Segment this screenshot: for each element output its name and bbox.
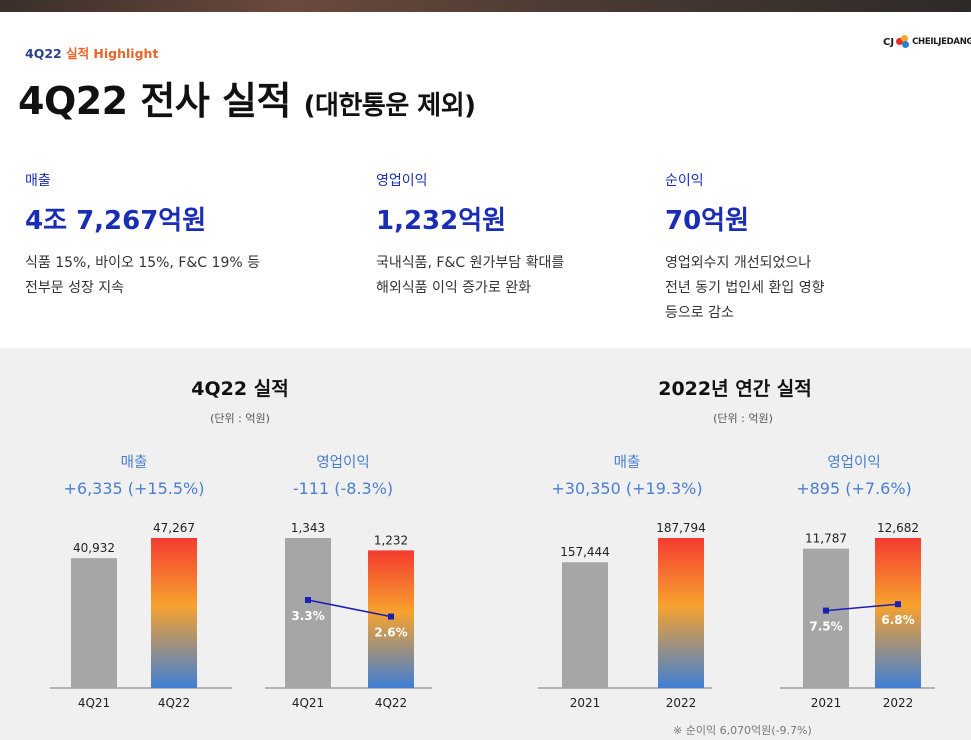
kpi-desc-line: 전년 동기 법인세 환입 영향 (665, 280, 825, 296)
bar-value-label: 187,794 (656, 521, 706, 535)
kpi-value: 4조 7,267억원 (25, 206, 207, 236)
kpi-sales: 매출 4조 7,267억원 식품 15%, 바이오 15%, F&C 19% 등… (25, 170, 260, 301)
annual-section-title: 2022년 연간 실적 (658, 378, 812, 400)
kpi-desc: 영업외수지 개선되었으나 전년 동기 법인세 환입 영향 등으로 감소 (665, 251, 824, 326)
kpi-value: 70억원 (665, 206, 750, 236)
kpi-label: 순이익 (665, 173, 704, 189)
kpi-operating-profit: 영업이익 1,232억원 국내식품, F&C 원가부담 확대를 해외식품 이익 … (376, 170, 564, 301)
x-tick-label: 2022 (666, 696, 697, 710)
x-tick-label: 4Q22 (375, 696, 407, 710)
logo-brand-text: CHEILJEDANG (912, 37, 971, 47)
chart-label-annual-op: 영업이익 (827, 455, 881, 471)
annual-unit: (단위 : 억원) (713, 412, 773, 425)
kpi-net-income: 순이익 70억원 영업외수지 개선되었으나 전년 동기 법인세 환입 영향 등으… (665, 170, 824, 326)
bar-value-label: 1,343 (291, 521, 325, 535)
summary-section (0, 12, 971, 348)
chart-delta-quarter-sales: +6,335 (+15.5%) (63, 479, 205, 498)
bar-value-label: 157,444 (560, 545, 610, 559)
kicker: 4Q22 실적 Highlight (25, 43, 158, 62)
margin-label: 7.5% (809, 620, 842, 634)
chart-bar (875, 538, 921, 688)
chart-label-quarter-op: 영업이익 (316, 455, 370, 471)
kpi-desc-line: 해외식품 이익 증가로 완화 (376, 280, 532, 296)
margin-point (305, 597, 311, 603)
x-tick-label: 4Q22 (158, 696, 190, 710)
kpi-label: 매출 (25, 173, 51, 189)
bar-value-label: 47,267 (153, 521, 195, 535)
kpi-label: 영업이익 (376, 173, 428, 189)
chart-delta-annual-op: +895 (+7.6%) (796, 479, 912, 498)
x-tick-label: 4Q21 (78, 696, 110, 710)
kpi-desc: 식품 15%, 바이오 15%, F&C 19% 등 전부문 성장 지속 (25, 251, 260, 301)
x-tick-label: 2021 (570, 696, 601, 710)
kpi-desc-line: 영업외수지 개선되었으나 (665, 255, 812, 271)
company-logo: CJ CHEILJEDANG (883, 31, 971, 53)
margin-line (307, 599, 392, 618)
margin-point (823, 607, 829, 614)
margin-label: 3.3% (291, 609, 324, 623)
chart-bar (285, 538, 331, 688)
chart-label-quarter-sales: 매출 (120, 455, 148, 471)
bar-value-label: 40,932 (73, 541, 115, 555)
margin-point (388, 613, 394, 620)
margin-label: 2.6% (374, 626, 407, 640)
quarter-section-title: 4Q22 실적 (191, 378, 289, 400)
top-banner-strip (0, 0, 971, 12)
x-tick-label: 2022 (883, 696, 914, 710)
chart-delta-annual-sales: +30,350 (+19.3%) (551, 479, 703, 498)
margin-label: 6.8% (881, 613, 914, 627)
x-tick-label: 4Q21 (292, 696, 324, 710)
chart-bar (658, 538, 704, 688)
kpi-value: 1,232억원 (376, 206, 507, 236)
chart-delta-quarter-op: -111 (-8.3%) (292, 479, 394, 498)
quarter-unit: (단위 : 억원) (210, 412, 270, 425)
kpi-desc-line: 식품 15%, 바이오 15%, F&C 19% 등 (25, 255, 260, 271)
kpi-desc-line: 등으로 감소 (665, 305, 734, 321)
page-title-sub: (대한통운 제외) (303, 91, 476, 121)
chart-bar (562, 562, 608, 688)
margin-point (895, 601, 901, 608)
chart-bar (71, 558, 117, 688)
margin-line (825, 603, 899, 612)
kicker-quarter: 4Q22 (25, 46, 62, 61)
page-title-main: 4Q22 전사 실적 (18, 79, 291, 123)
bar-value-label: 1,232 (374, 533, 408, 547)
kpi-desc: 국내식품, F&C 원가부담 확대를 해외식품 이익 증가로 완화 (376, 251, 564, 301)
footnote: ※ 순이익 6,070억원(-9.7%) (673, 724, 812, 737)
chart-bar (803, 548, 849, 688)
kpi-desc-line: 국내식품, F&C 원가부담 확대를 (376, 255, 565, 271)
page-title: 4Q22 전사 실적 (대한통운 제외) (18, 70, 476, 125)
bar-value-label: 11,787 (805, 532, 847, 546)
chart-bar (151, 538, 197, 688)
logo-dots-icon (896, 35, 910, 49)
x-tick-label: 2021 (811, 696, 842, 710)
kpi-desc-line: 전부문 성장 지속 (25, 280, 125, 296)
logo-cj-text: CJ (883, 36, 895, 48)
kicker-text: 실적 Highlight (66, 46, 159, 61)
chart-label-annual-sales: 매출 (613, 455, 641, 471)
bar-value-label: 12,682 (877, 521, 919, 535)
